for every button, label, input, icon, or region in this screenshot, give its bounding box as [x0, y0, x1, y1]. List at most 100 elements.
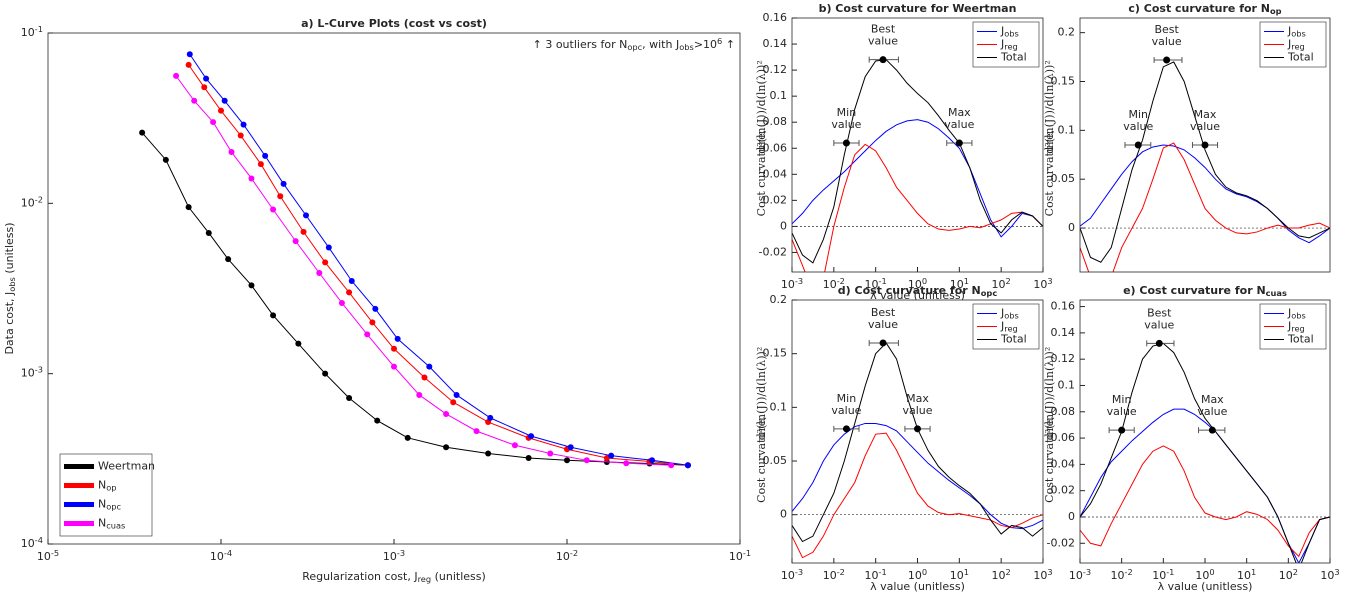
x-tick-label-part: 10: [1152, 569, 1166, 582]
point: [221, 97, 228, 104]
legend-label: Jreg: [1287, 38, 1305, 52]
annotation-part: ↑: [722, 38, 735, 51]
y-axis-label-part: Data cost, J: [3, 292, 16, 355]
x-tick-label: 101: [950, 276, 969, 291]
axes-frame: [791, 299, 1044, 564]
legend-label-part: J: [1000, 320, 1004, 333]
y-axis-formula: d²(ln(J))/d(ln(λ))²: [755, 347, 768, 441]
point: [369, 319, 376, 326]
y-tick-label: 0.05: [763, 454, 788, 467]
marker-label: value: [1197, 405, 1227, 418]
x-tick-label-sup: -1: [1166, 567, 1174, 577]
legend-label: Jobs: [1000, 307, 1019, 321]
point: [191, 97, 198, 104]
x-tick-label-sup: -3: [397, 548, 405, 558]
axes-frame: [791, 17, 1044, 273]
x-tick-label-sup: 1: [1251, 567, 1256, 577]
legend-label-sub: reg: [1004, 323, 1018, 333]
x-tick-label-part: 10: [1320, 569, 1334, 582]
marker-point: [1155, 339, 1163, 347]
y-tick-label: 0.1: [1058, 123, 1076, 136]
y-tick-label: 0.12: [1051, 352, 1076, 365]
x-tick-label-sup: -1: [743, 548, 751, 558]
point: [185, 204, 192, 211]
x-tick-label-part: 10: [823, 569, 837, 582]
annotation: ↑ 3 outliers for Nopc, with Jobs>106 ↑: [533, 36, 735, 51]
point: [346, 289, 353, 296]
point: [257, 161, 264, 168]
y-tick-label: 0.05: [1051, 172, 1076, 185]
chart-title: b) Cost curvature for Weertman: [819, 2, 1017, 15]
point: [443, 444, 450, 451]
x-tick-label-part: 10: [865, 278, 879, 291]
x-axis-label: λ value (unitless): [1158, 580, 1253, 593]
marker-label: value: [944, 118, 974, 131]
plot: [139, 51, 691, 469]
x-tick-label: 10-1: [1152, 567, 1174, 582]
series-line: [1080, 61, 1330, 263]
x-tick-label-sup: 2: [1006, 276, 1011, 286]
point: [277, 193, 284, 200]
y-tick-label: 10-1: [21, 24, 43, 39]
x-tick-label-sup: -2: [837, 567, 845, 577]
legend-label: Nop: [98, 479, 117, 493]
point: [450, 399, 457, 406]
x-tick-label-part: 10: [781, 278, 795, 291]
marker-label: Best: [871, 306, 896, 319]
point: [139, 129, 146, 136]
axes: 00.050.10.150.2MinvalueBestvalueMaxvalue…: [1043, 2, 1331, 273]
y-tick-label: 0.2: [1058, 26, 1076, 39]
y-tick-label-sup: -4: [35, 535, 43, 545]
point: [547, 450, 554, 457]
annotation-part: >10: [694, 38, 717, 51]
x-axis-label-sub: reg: [418, 574, 432, 584]
y-tick-label: 0.02: [763, 193, 788, 206]
legend-label-part: J: [1000, 307, 1004, 320]
x-tick-label-part: 10: [1111, 569, 1125, 582]
y-tick-label: 10-3: [21, 365, 43, 380]
axes-frame: [47, 32, 741, 545]
point: [322, 259, 329, 266]
x-tick-label-part: 10: [1195, 569, 1209, 582]
marker-label: Best: [871, 23, 896, 36]
x-tick-label-sup: -3: [795, 276, 803, 286]
axes: 10-5 10-4 10-3 10-2 10-110-410-310-210-1 a) L…: [3, 17, 751, 584]
x-tick-label: 10-3: [383, 548, 405, 563]
x-tick-label: 10-2: [823, 567, 845, 582]
axes-frame: [1079, 299, 1331, 564]
x-tick-label-sup: 3: [1334, 567, 1339, 577]
axes: 10-3 10-2 10-1 100 101 102 103-0.0200.020.040.…: [755, 2, 1053, 302]
y-tick-label-sup: -2: [35, 195, 43, 205]
y-tick-label: 0.04: [1051, 457, 1076, 470]
chart-title-sub: opc: [981, 288, 998, 298]
x-tick-label: 10-4: [210, 548, 232, 563]
y-tick-label: 0: [1068, 221, 1075, 234]
point: [623, 460, 630, 467]
chart-title: c) Cost curvature for Nop: [1128, 2, 1281, 16]
legend-label-sub: reg: [1004, 41, 1018, 51]
marker-label: Best: [1154, 23, 1179, 36]
series-line: [792, 59, 1043, 264]
annotation-sub: opc: [627, 42, 642, 52]
y-tick-label: 0.02: [1051, 484, 1076, 497]
marker-label: Max: [948, 106, 971, 119]
legend-label-sub: cuas: [106, 520, 125, 530]
x-tick-label: 10-3: [781, 567, 803, 582]
marker-label: Best: [1147, 306, 1172, 319]
point: [203, 75, 210, 82]
marker-label: value: [831, 118, 861, 131]
point: [248, 282, 255, 289]
y-axis-label: Cost curvature,: [1043, 130, 1056, 217]
x-tick-label-part: 10: [823, 278, 837, 291]
axes: 10-3 10-2 10-1 100 101 102 103-0.0200.020.040.…: [1043, 284, 1340, 593]
annotation-part: , with J: [642, 38, 679, 51]
legend-label-sub: obs: [1291, 310, 1306, 320]
legend-label-sub: opc: [106, 501, 121, 511]
x-tick-label: 100: [1195, 567, 1214, 582]
point: [374, 417, 381, 424]
point: [173, 72, 180, 79]
x-tick-label: 10-3: [1069, 567, 1091, 582]
y-tick-label: 0.14: [1051, 326, 1076, 339]
point: [210, 119, 217, 126]
